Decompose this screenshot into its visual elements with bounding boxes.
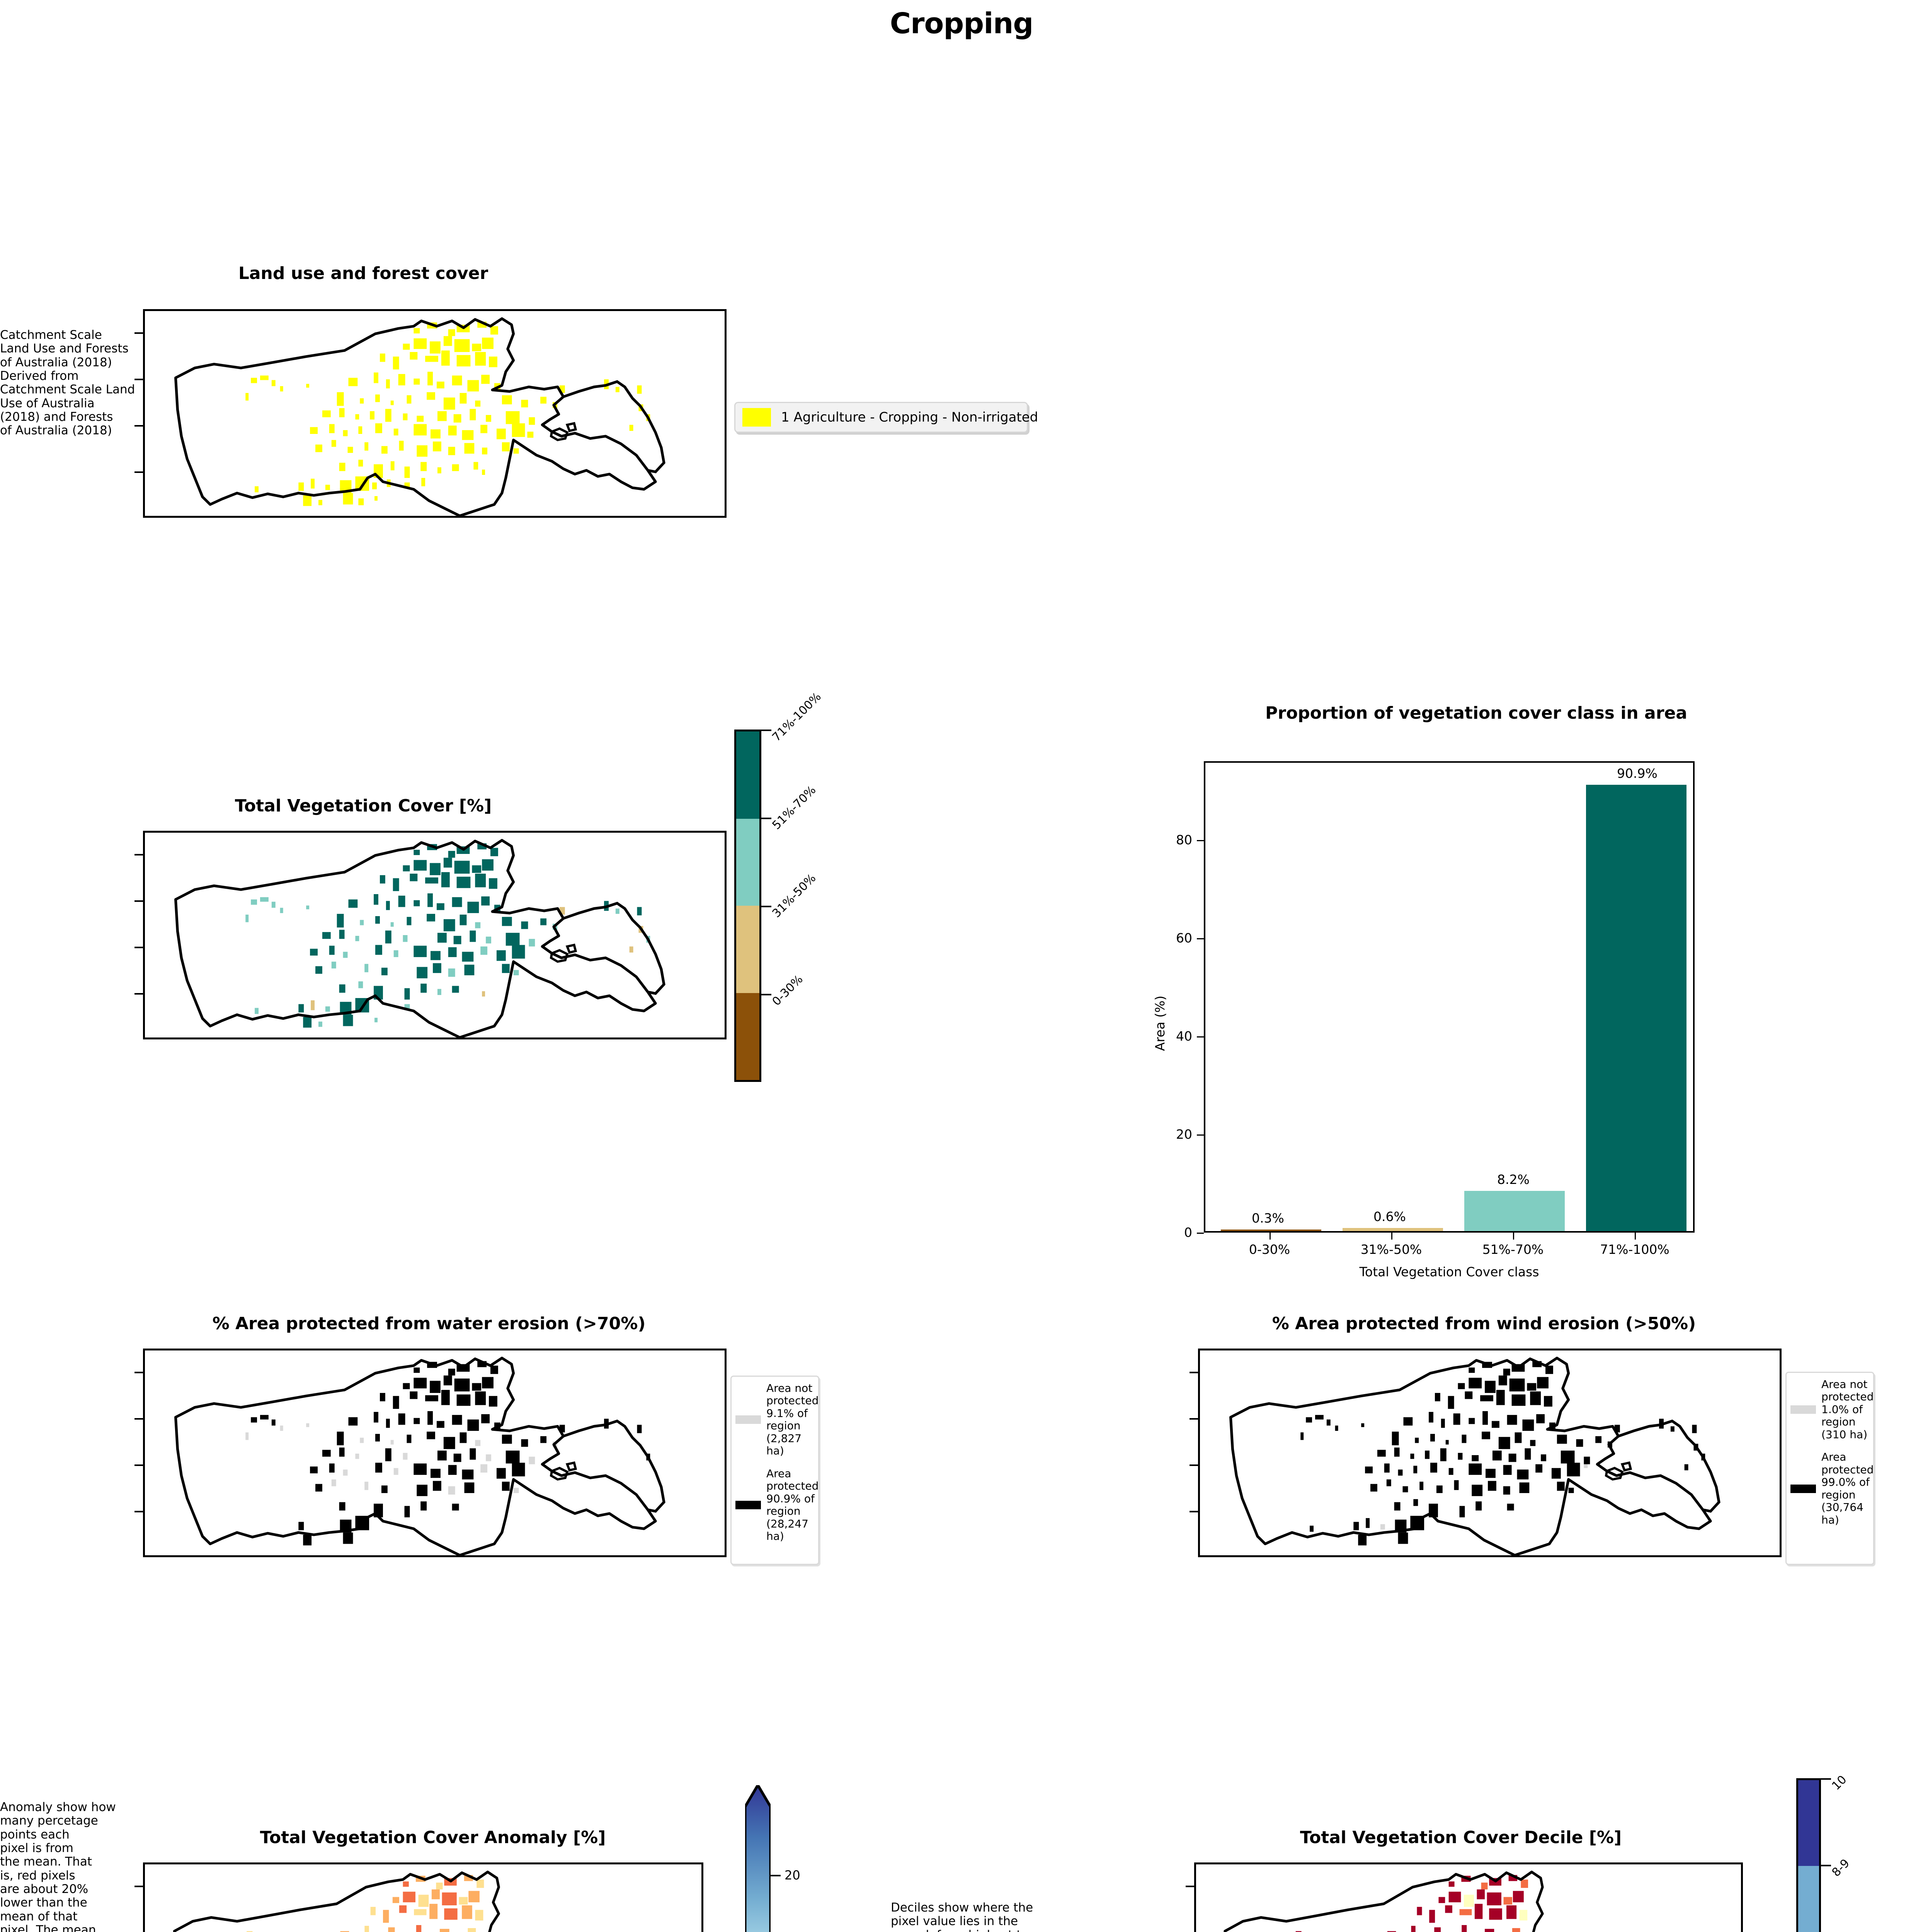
vegcover-colorbar-label-31-50: 31%-50%	[769, 871, 819, 920]
anomaly-title: Total Vegetation Cover Anomaly [%]	[260, 1828, 606, 1847]
landuse-map-xticks	[145, 516, 725, 518]
wind-erosion-title: % Area protected from wind erosion (>50%…	[1272, 1314, 1696, 1333]
legend-swatch-cropping	[742, 408, 771, 427]
water-erosion-title: % Area protected from water erosion (>70…	[212, 1314, 646, 1333]
swatch-area-protected	[735, 1501, 761, 1510]
bar-label-51-70: 8.2%	[1497, 1172, 1530, 1187]
water-erosion-legend-row-protected[interactable]: Area protected 90.9% of region (28,247 h…	[735, 1467, 819, 1543]
vegcover-colorbar-label-51-70: 51%-70%	[769, 783, 819, 832]
decile-colorbar[interactable]	[1796, 1778, 1821, 1932]
bar-31-50[interactable]	[1343, 1228, 1443, 1231]
bar-51-70[interactable]	[1464, 1191, 1565, 1231]
vegcover-colorbar[interactable]	[734, 730, 761, 1082]
water-erosion-map-yticks	[134, 1349, 143, 1557]
vegcover-proportion-chart: Proportion of vegetation cover class in …	[1109, 692, 1843, 1279]
chart-ytick-60: 60	[1176, 930, 1192, 946]
anomaly-colorbar-graphic	[744, 1782, 772, 1932]
water-erosion-legend[interactable]: Area not protected 9.1% of region (2,827…	[730, 1376, 819, 1565]
chart-xlabel: Total Vegetation Cover class	[1359, 1264, 1539, 1279]
vegcover-map-graphic	[174, 839, 665, 1037]
cbar-seg-31-50	[736, 906, 759, 993]
water-erosion-map-xticks	[145, 1555, 725, 1557]
decile-map[interactable]	[1194, 1862, 1743, 1932]
water-erosion-map-graphic	[174, 1357, 665, 1555]
vegcover-colorbar-label-71-100: 71%-100%	[769, 690, 824, 744]
wind-erosion-legend-row-protected[interactable]: Area protected 99.0% of region (30,764 h…	[1790, 1451, 1874, 1526]
anomaly-map-graphic	[173, 1871, 500, 1932]
vegcover-map-xticks	[145, 1037, 725, 1039]
label-area-protected: Area protected 99.0% of region (30,764 h…	[1821, 1451, 1874, 1526]
wind-erosion-map-yticks	[1190, 1349, 1198, 1557]
landuse-map[interactable]	[143, 309, 727, 518]
landuse-map-title: Land use and forest cover	[238, 264, 488, 283]
bar-label-31-50: 0.6%	[1373, 1209, 1406, 1224]
chart-xtick-0-30: 0-30%	[1249, 1242, 1290, 1257]
cbar-seg-71-100	[736, 731, 759, 819]
wind-erosion-legend-row-not-protected[interactable]: Area not protected 1.0% of region (310 h…	[1790, 1378, 1874, 1441]
decile-title: Total Vegetation Cover Decile [%]	[1300, 1828, 1622, 1847]
vegcover-map[interactable]	[143, 831, 727, 1039]
cbar-seg-51-70	[736, 818, 759, 906]
swatch-area-protected	[1790, 1484, 1816, 1493]
decile-map-graphic	[1224, 1871, 1544, 1932]
anomaly-colorbar-ticks	[771, 1785, 782, 1932]
chart-ylabel: Area (%)	[1152, 995, 1167, 1051]
bar-71-100[interactable]	[1586, 785, 1686, 1231]
vegcover-map-title: Total Vegetation Cover [%]	[235, 796, 492, 816]
label-area-protected: Area protected 90.9% of region (28,247 h…	[766, 1467, 819, 1543]
wind-erosion-map[interactable]	[1198, 1349, 1782, 1557]
chart-xtick-71-100: 71%-100%	[1600, 1242, 1669, 1257]
wind-erosion-map-xticks	[1200, 1555, 1780, 1557]
chart-ytick-0: 0	[1184, 1225, 1192, 1240]
chart-xtick-51-70: 51%-70%	[1482, 1242, 1544, 1257]
anomaly-colorbar[interactable]	[744, 1782, 772, 1932]
decile-colorbar-ticks	[1821, 1778, 1833, 1932]
label-area-not-protected: Area not protected 9.1% of region (2,827…	[766, 1382, 819, 1458]
chart-ytick-40: 40	[1176, 1029, 1192, 1044]
swatch-area-not-protected	[1790, 1405, 1816, 1414]
legend-label-cropping: 1 Agriculture - Cropping - Non-irrigated	[781, 410, 1038, 425]
bar-label-0-30: 0.3%	[1252, 1211, 1284, 1226]
wind-erosion-map-graphic	[1229, 1357, 1720, 1555]
landuse-legend[interactable]: 1 Agriculture - Cropping - Non-irrigated	[734, 402, 1038, 433]
vegcover-map-yticks	[134, 831, 143, 1039]
chart-plot-area: 0.3% 0.6% 8.2% 90.9%	[1204, 761, 1695, 1233]
anomaly-colorbar-label-20: 20	[785, 1868, 800, 1883]
page-title: Cropping	[890, 7, 1034, 40]
landuse-side-note: Catchment Scale Land Use and Forests of …	[0, 328, 135, 438]
bar-label-71-100: 90.9%	[1617, 766, 1658, 781]
vegcover-colorbar-label-0-30: 0-30%	[769, 972, 806, 1009]
bar-0-30[interactable]	[1221, 1230, 1321, 1231]
chart-ytick-80: 80	[1176, 832, 1192, 847]
anomaly-map-yticks	[134, 1862, 143, 1932]
vegcover-colorbar-ticks	[761, 730, 773, 1082]
decile-colorbar-label-8-9: 8-9	[1829, 1856, 1853, 1879]
swatch-area-not-protected	[735, 1415, 761, 1424]
water-erosion-map[interactable]	[143, 1349, 727, 1557]
chart-title: Proportion of vegetation cover class in …	[1265, 703, 1687, 723]
cbar-seg-decile-8-9	[1798, 1866, 1819, 1932]
landuse-map-yticks	[134, 309, 143, 518]
chart-ytick-20: 20	[1176, 1127, 1192, 1142]
wind-erosion-legend[interactable]: Area not protected 1.0% of region (310 h…	[1785, 1372, 1874, 1565]
chart-xtick-31-50: 31%-50%	[1360, 1242, 1422, 1257]
decile-map-yticks	[1186, 1862, 1194, 1932]
cbar-seg-0-30	[736, 993, 759, 1080]
anomaly-map[interactable]	[143, 1862, 703, 1932]
cbar-seg-decile-10	[1798, 1780, 1819, 1866]
anomaly-side-note: Anomaly show how many percetage points e…	[0, 1800, 116, 1932]
landuse-map-graphic	[174, 317, 665, 516]
decile-side-note: Deciles show where the pixel value lies …	[891, 1901, 1033, 1932]
label-area-not-protected: Area not protected 1.0% of region (310 h…	[1821, 1378, 1874, 1441]
water-erosion-legend-row-not-protected[interactable]: Area not protected 9.1% of region (2,827…	[735, 1382, 819, 1458]
